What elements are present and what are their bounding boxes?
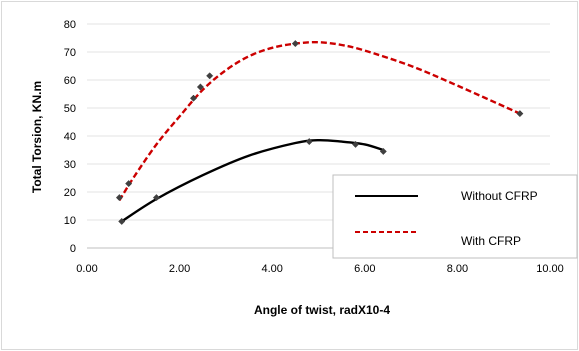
y-tick-label: 60 xyxy=(64,75,76,87)
y-axis-title: Total Torsion, KN.m xyxy=(30,81,44,193)
data-point-with-cfrp xyxy=(206,72,214,80)
x-tick-label: 0.00 xyxy=(76,263,97,275)
data-point-with-cfrp xyxy=(125,180,133,188)
data-point-without-cfrp xyxy=(351,140,360,148)
data-point-with-cfrp xyxy=(291,40,299,48)
x-tick-label: 2.00 xyxy=(169,263,190,275)
y-tick-label: 0 xyxy=(70,243,76,255)
data-point-with-cfrp xyxy=(196,83,204,91)
x-axis-ticks: 0.00 2.00 4.00 6.00 8.00 10.00 xyxy=(76,263,563,275)
series-layer xyxy=(115,40,524,225)
y-tick-label: 10 xyxy=(64,215,76,227)
series-line-with-cfrp xyxy=(118,40,521,202)
legend-label-with-cfrp: With CFRP xyxy=(461,234,521,248)
y-tick-label: 20 xyxy=(64,187,76,199)
x-tick-label: 4.00 xyxy=(261,263,282,275)
y-tick-label: 30 xyxy=(64,159,76,171)
y-tick-label: 40 xyxy=(64,131,76,143)
y-tick-label: 50 xyxy=(64,103,76,115)
data-point-with-cfrp xyxy=(189,94,198,102)
data-point-without-cfrp xyxy=(305,138,313,146)
legend-box xyxy=(332,174,578,259)
x-tick-label: 10.00 xyxy=(536,263,564,275)
legend-label-without-cfrp: Without CFRP xyxy=(461,189,538,203)
x-axis-title: Angle of twist, radX10-4 xyxy=(254,303,390,317)
data-point-with-cfrp xyxy=(516,110,524,118)
y-axis-ticks: 0 10 20 30 40 50 60 70 80 xyxy=(64,19,76,255)
data-point-without-cfrp xyxy=(379,147,387,155)
data-point-without-cfrp xyxy=(118,217,126,225)
legend: Without CFRP With CFRP xyxy=(332,174,578,259)
data-point-with-cfrp xyxy=(115,194,123,202)
data-point-without-cfrp xyxy=(152,194,161,202)
y-tick-label: 80 xyxy=(64,19,76,31)
series-line-without-cfrp xyxy=(121,138,384,223)
x-tick-label: 8.00 xyxy=(447,263,468,275)
x-tick-label: 6.00 xyxy=(354,263,375,275)
y-tick-label: 70 xyxy=(64,47,76,59)
